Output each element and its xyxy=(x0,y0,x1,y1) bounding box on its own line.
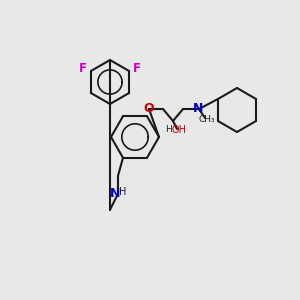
Text: OH: OH xyxy=(172,125,187,135)
Text: N: N xyxy=(110,187,120,200)
Text: F: F xyxy=(133,62,141,76)
Text: F: F xyxy=(79,62,87,76)
Text: H: H xyxy=(119,187,127,197)
Text: H: H xyxy=(166,124,172,134)
Text: O: O xyxy=(144,103,154,116)
Text: CH₃: CH₃ xyxy=(199,115,215,124)
Text: N: N xyxy=(193,103,203,116)
